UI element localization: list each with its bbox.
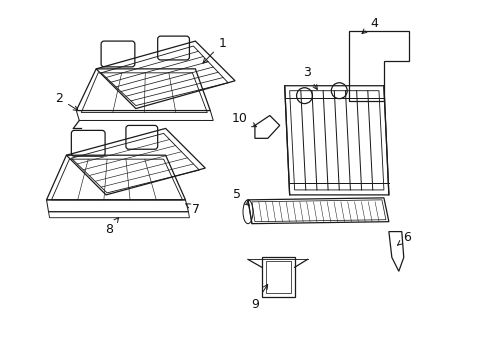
Text: 8: 8 <box>105 218 118 236</box>
Text: 3: 3 <box>302 66 317 89</box>
Text: 1: 1 <box>203 37 225 63</box>
Text: 2: 2 <box>56 92 78 111</box>
Text: 9: 9 <box>250 284 267 311</box>
Text: 10: 10 <box>232 112 256 127</box>
Text: 7: 7 <box>185 203 200 216</box>
Text: 4: 4 <box>361 17 377 33</box>
Text: 6: 6 <box>397 231 410 245</box>
Text: 5: 5 <box>233 188 248 205</box>
